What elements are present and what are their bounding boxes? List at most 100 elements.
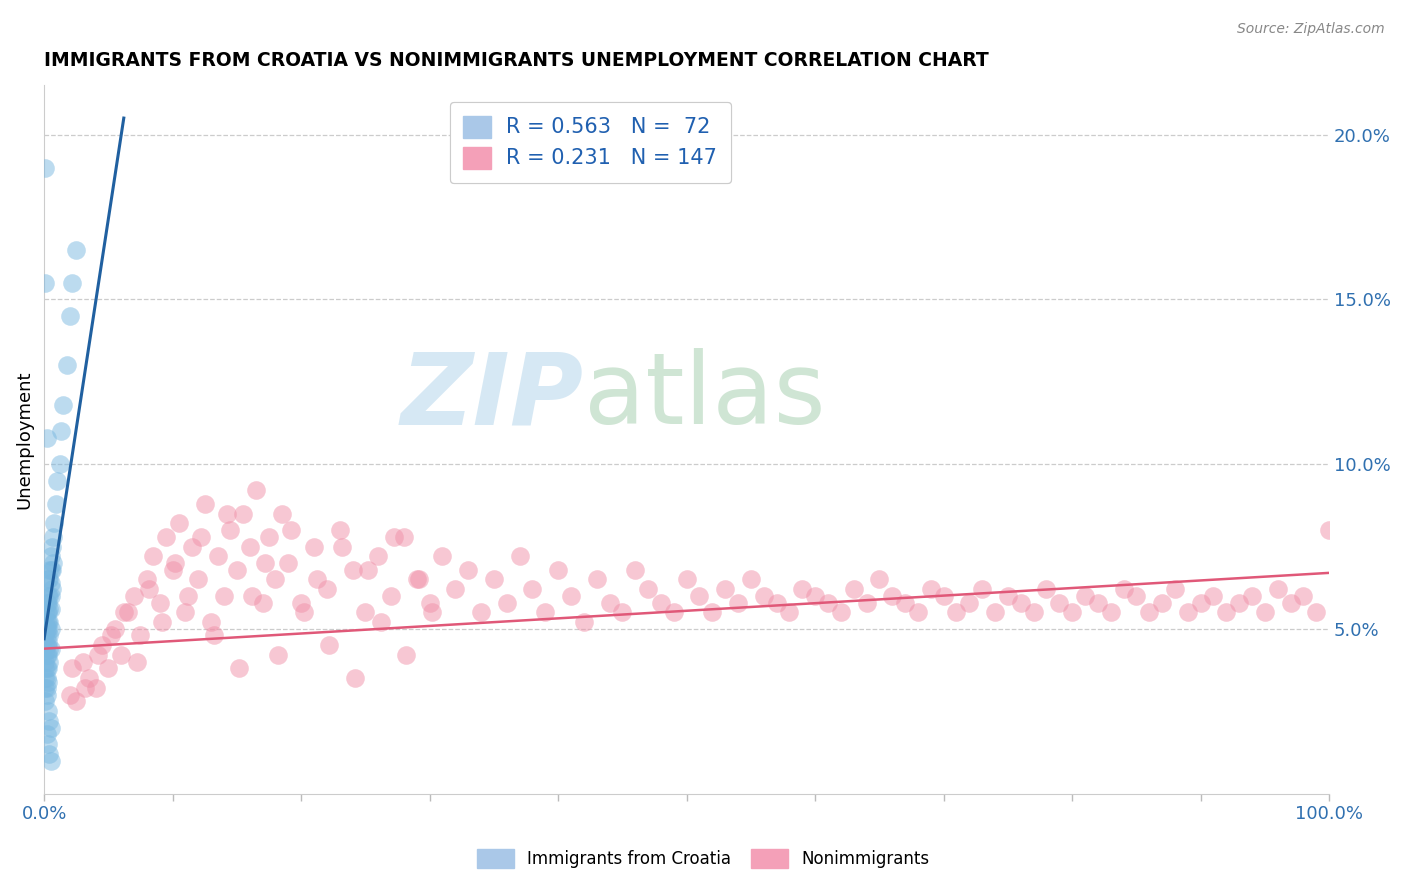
- Point: [34, 671, 56, 685]
- Point: [470, 606, 492, 620]
- Point: [395, 648, 418, 663]
- Point: [49, 424, 72, 438]
- Point: [155, 530, 177, 544]
- Point: [34, 655, 56, 669]
- Point: [34, 645, 56, 659]
- Point: [419, 595, 441, 609]
- Point: [740, 573, 762, 587]
- Point: [1022, 606, 1045, 620]
- Text: atlas: atlas: [583, 349, 825, 445]
- Point: [41, 582, 63, 597]
- Point: [39, 641, 62, 656]
- Point: [270, 507, 292, 521]
- Point: [34, 615, 56, 630]
- Point: [38, 747, 60, 761]
- Point: [1189, 595, 1212, 609]
- Point: [37, 648, 59, 663]
- Point: [212, 589, 235, 603]
- Point: [174, 606, 197, 620]
- Point: [135, 573, 157, 587]
- Point: [37, 622, 59, 636]
- Point: [45, 497, 67, 511]
- Point: [882, 589, 904, 603]
- Point: [39, 622, 62, 636]
- Point: [65, 243, 87, 257]
- Point: [35, 639, 58, 653]
- Point: [38, 563, 60, 577]
- Point: [56, 358, 79, 372]
- Point: [180, 540, 202, 554]
- Point: [37, 704, 59, 718]
- Point: [292, 606, 315, 620]
- Point: [42, 556, 65, 570]
- Point: [38, 573, 60, 587]
- Point: [48, 457, 70, 471]
- Point: [177, 589, 200, 603]
- Point: [662, 606, 685, 620]
- Point: [804, 589, 827, 603]
- Point: [354, 606, 377, 620]
- Point: [1177, 606, 1199, 620]
- Point: [408, 573, 430, 587]
- Point: [35, 688, 58, 702]
- Point: [907, 606, 929, 620]
- Point: [482, 573, 505, 587]
- Point: [239, 540, 262, 554]
- Point: [37, 595, 59, 609]
- Point: [984, 606, 1007, 620]
- Point: [39, 754, 62, 768]
- Point: [1099, 606, 1122, 620]
- Point: [1035, 582, 1057, 597]
- Point: [35, 681, 58, 696]
- Point: [122, 589, 145, 603]
- Point: [117, 606, 139, 620]
- Point: [972, 582, 994, 597]
- Point: [688, 589, 710, 603]
- Point: [957, 595, 980, 609]
- Point: [60, 276, 83, 290]
- Point: [35, 606, 58, 620]
- Point: [344, 671, 367, 685]
- Point: [35, 727, 58, 741]
- Point: [112, 606, 135, 620]
- Point: [560, 589, 582, 603]
- Point: [34, 661, 56, 675]
- Point: [1047, 595, 1070, 609]
- Point: [37, 737, 59, 751]
- Point: [1317, 523, 1340, 537]
- Point: [357, 563, 380, 577]
- Point: [65, 694, 87, 708]
- Point: [1074, 589, 1097, 603]
- Point: [932, 589, 955, 603]
- Point: [59, 688, 82, 702]
- Point: [444, 582, 467, 597]
- Point: [534, 606, 557, 620]
- Point: [37, 589, 59, 603]
- Point: [34, 628, 56, 642]
- Point: [290, 595, 312, 609]
- Point: [370, 615, 392, 630]
- Point: [190, 530, 212, 544]
- Point: [46, 474, 69, 488]
- Point: [38, 589, 60, 603]
- Point: [1202, 589, 1225, 603]
- Point: [855, 595, 877, 609]
- Point: [1240, 589, 1263, 603]
- Point: [1137, 606, 1160, 620]
- Point: [318, 639, 340, 653]
- Point: [228, 661, 250, 675]
- Point: [267, 648, 290, 663]
- Point: [264, 573, 287, 587]
- Point: [302, 540, 325, 554]
- Point: [38, 714, 60, 728]
- Point: [778, 606, 800, 620]
- Point: [1267, 582, 1289, 597]
- Point: [35, 615, 58, 630]
- Point: [547, 563, 569, 577]
- Point: [162, 563, 184, 577]
- Point: [165, 556, 187, 570]
- Point: [457, 563, 479, 577]
- Point: [37, 674, 59, 689]
- Point: [34, 606, 56, 620]
- Point: [637, 582, 659, 597]
